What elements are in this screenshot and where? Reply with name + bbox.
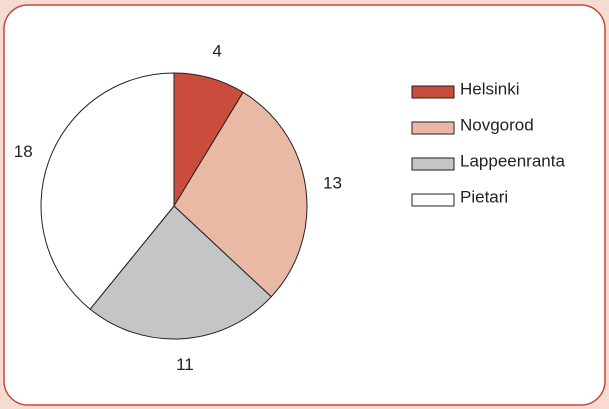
legend-label: Lappeenranta <box>460 151 565 170</box>
pie-slice <box>173 91 308 298</box>
data-label: 13 <box>323 174 342 193</box>
legend-label: Novgorod <box>460 115 534 134</box>
legend-swatch <box>411 157 455 171</box>
pie-slice <box>40 72 175 310</box>
legend-label: Pietari <box>460 187 508 206</box>
legend-swatch <box>411 193 455 207</box>
legend-label: Helsinki <box>460 79 520 98</box>
data-label: 18 <box>14 142 33 161</box>
data-label: 11 <box>176 355 194 374</box>
data-label: 4 <box>212 41 221 60</box>
pie-slice <box>89 205 272 340</box>
legend-swatch <box>411 85 455 99</box>
legend-swatch <box>411 121 455 135</box>
